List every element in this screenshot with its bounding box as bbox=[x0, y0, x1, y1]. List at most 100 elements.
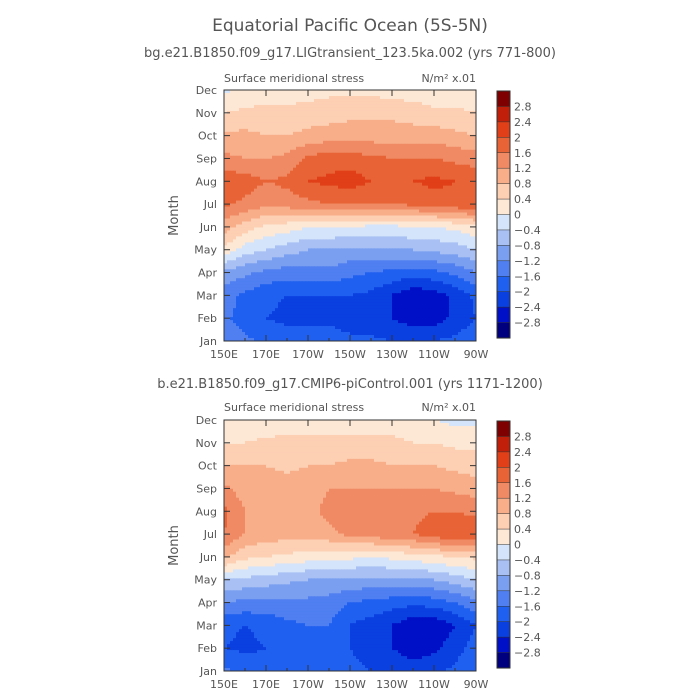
field-cell bbox=[248, 194, 252, 198]
field-cell bbox=[290, 107, 294, 112]
field-cell bbox=[431, 113, 435, 118]
field-cell bbox=[356, 113, 360, 118]
field-cell bbox=[368, 95, 372, 100]
field-cell bbox=[380, 260, 384, 264]
field-cell bbox=[353, 212, 357, 216]
field-cell bbox=[302, 119, 306, 124]
field-cell bbox=[410, 95, 414, 100]
field-cell bbox=[308, 134, 312, 139]
field-cell bbox=[257, 179, 261, 184]
field-cell bbox=[344, 98, 348, 103]
field-cell bbox=[422, 146, 426, 151]
field-cell bbox=[341, 107, 345, 112]
field-cell bbox=[338, 134, 342, 139]
field-cell bbox=[248, 158, 252, 163]
field-cell bbox=[248, 263, 252, 267]
field-cell bbox=[458, 158, 462, 163]
field-cell bbox=[464, 185, 468, 190]
field-cell bbox=[233, 104, 237, 109]
field-cell bbox=[224, 149, 228, 154]
field-cell bbox=[374, 152, 378, 157]
field-cell bbox=[443, 90, 447, 94]
field-cell bbox=[263, 260, 267, 264]
field-cell bbox=[293, 107, 297, 112]
field-cell bbox=[353, 197, 357, 201]
field-cell bbox=[410, 146, 414, 151]
field-cell bbox=[272, 92, 276, 97]
field-cell bbox=[443, 158, 447, 163]
field-cell bbox=[350, 185, 354, 190]
field-cell bbox=[347, 248, 351, 252]
field-cell bbox=[323, 131, 327, 136]
field-cell bbox=[440, 218, 444, 222]
field-cell bbox=[467, 155, 471, 160]
field-cell bbox=[428, 251, 432, 255]
field-cell bbox=[434, 227, 438, 231]
field-cell bbox=[446, 257, 450, 261]
field-cell bbox=[431, 239, 435, 243]
field-cell bbox=[233, 164, 237, 169]
field-cell bbox=[422, 179, 426, 184]
field-cell bbox=[335, 137, 339, 142]
field-cell bbox=[266, 224, 270, 228]
field-cell bbox=[431, 134, 435, 139]
field-cell bbox=[386, 92, 390, 97]
field-cell bbox=[404, 260, 408, 264]
field-cell bbox=[443, 146, 447, 151]
field-cell bbox=[272, 266, 276, 270]
field-cell bbox=[374, 155, 378, 160]
field-cell bbox=[323, 230, 327, 234]
field-cell bbox=[266, 227, 270, 231]
field-cell bbox=[323, 200, 327, 204]
field-cell bbox=[227, 134, 231, 139]
field-cell bbox=[227, 209, 231, 213]
field-cell bbox=[347, 92, 351, 97]
field-cell bbox=[275, 224, 279, 228]
field-cell bbox=[350, 245, 354, 249]
field-cell bbox=[290, 167, 294, 172]
field-cell bbox=[380, 137, 384, 142]
field-cell bbox=[254, 161, 258, 166]
field-cell bbox=[464, 173, 468, 178]
field-cell bbox=[386, 158, 390, 163]
field-cell bbox=[473, 188, 477, 192]
field-cell bbox=[275, 191, 279, 195]
field-cell bbox=[323, 167, 327, 172]
field-cell bbox=[395, 161, 399, 166]
field-cell bbox=[341, 92, 345, 97]
field-cell bbox=[467, 239, 471, 243]
field-cell bbox=[257, 185, 261, 190]
field-cell bbox=[398, 251, 402, 255]
field-cell bbox=[305, 161, 309, 166]
field-cell bbox=[302, 116, 306, 121]
field-cell bbox=[437, 242, 441, 246]
field-cell bbox=[461, 176, 465, 181]
field-cell bbox=[362, 167, 366, 172]
field-cell bbox=[293, 152, 297, 157]
field-cell bbox=[233, 233, 237, 237]
field-cell bbox=[380, 209, 384, 213]
field-cell bbox=[368, 212, 372, 216]
field-cell bbox=[455, 125, 459, 130]
field-cell bbox=[320, 266, 324, 270]
field-cell bbox=[386, 221, 390, 225]
field-cell bbox=[431, 191, 435, 195]
field-cell bbox=[398, 173, 402, 178]
field-cell bbox=[371, 236, 375, 240]
field-cell bbox=[311, 221, 315, 225]
field-cell bbox=[389, 116, 393, 121]
field-cell bbox=[356, 200, 360, 204]
field-cell bbox=[296, 113, 300, 118]
field-cell bbox=[233, 140, 237, 145]
field-cell bbox=[470, 245, 474, 249]
field-cell bbox=[425, 161, 429, 166]
field-cell bbox=[401, 188, 405, 192]
field-cell bbox=[290, 251, 294, 255]
field-cell bbox=[458, 197, 462, 201]
field-cell bbox=[353, 167, 357, 172]
field-cell bbox=[464, 200, 468, 204]
field-cell bbox=[263, 113, 267, 118]
field-cell bbox=[446, 110, 450, 115]
field-cell bbox=[407, 203, 411, 207]
field-cell bbox=[317, 149, 321, 154]
